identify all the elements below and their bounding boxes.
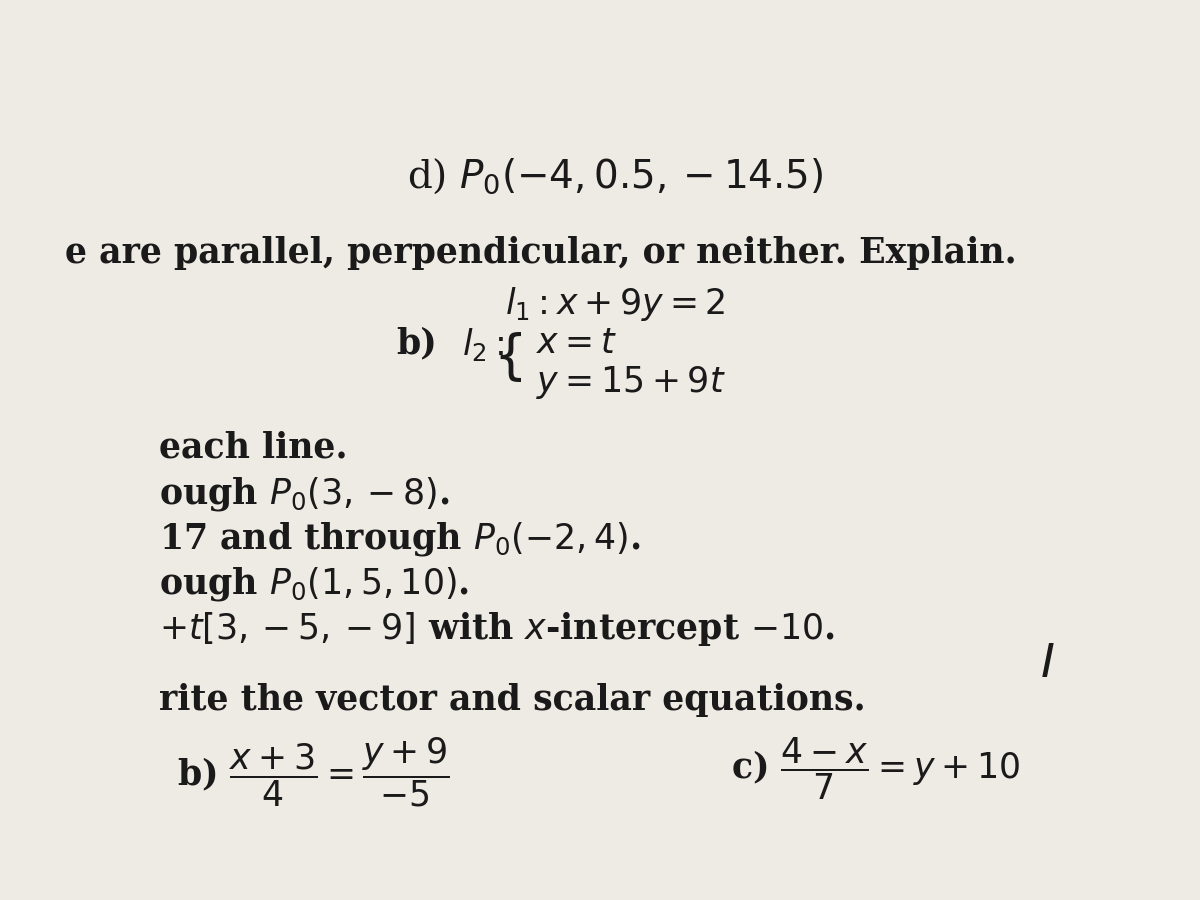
Text: b): b) <box>396 327 437 360</box>
Text: $l_1: x + 9y = 2$: $l_1: x + 9y = 2$ <box>505 284 725 323</box>
Text: $x = t$: $x = t$ <box>536 327 617 360</box>
Text: e are parallel, perpendicular, or neither. Explain.: e are parallel, perpendicular, or neithe… <box>65 236 1016 270</box>
Text: $+ t[3, -5, -9]$ with $x$-intercept $-10$.: $+ t[3, -5, -9]$ with $x$-intercept $-10… <box>160 610 835 648</box>
Text: $l_2:$: $l_2:$ <box>462 327 504 364</box>
Text: c) $\dfrac{4-x}{7} = y + 10$: c) $\dfrac{4-x}{7} = y + 10$ <box>731 735 1020 802</box>
Text: $\{$: $\{$ <box>493 329 522 383</box>
Text: each line.: each line. <box>160 430 348 464</box>
Text: ough $P_0(1, 5, 10)$.: ough $P_0(1, 5, 10)$. <box>160 565 469 603</box>
Text: $y = 15 + 9t$: $y = 15 + 9t$ <box>536 364 726 401</box>
Text: rite the vector and scalar equations.: rite the vector and scalar equations. <box>160 683 866 717</box>
Text: d) $P_0(-4, 0.5, -14.5)$: d) $P_0(-4, 0.5, -14.5)$ <box>407 157 823 196</box>
Text: b) $\dfrac{x+3}{4} = \dfrac{y+9}{-5}$: b) $\dfrac{x+3}{4} = \dfrac{y+9}{-5}$ <box>176 735 449 809</box>
Text: ough $P_0(3, -8)$.: ough $P_0(3, -8)$. <box>160 475 450 513</box>
Text: 17 and through $P_0(-2, 4)$.: 17 and through $P_0(-2, 4)$. <box>160 520 641 558</box>
Text: $\mathit{I}$: $\mathit{I}$ <box>1040 642 1055 687</box>
